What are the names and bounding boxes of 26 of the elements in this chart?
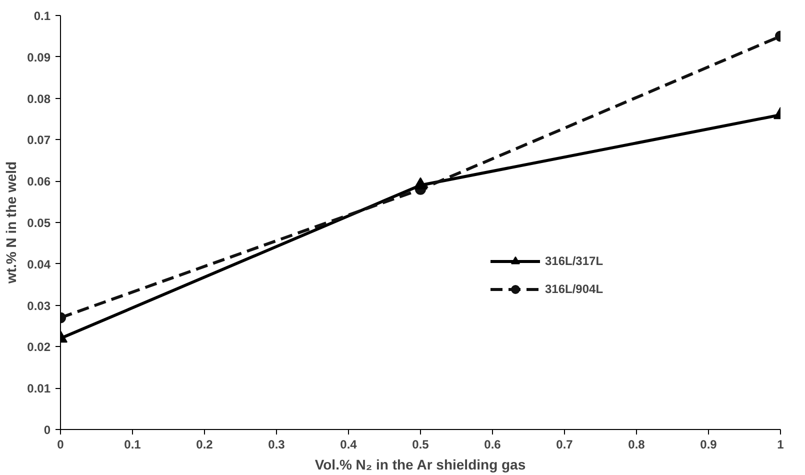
x-tick-label: 0.6 xyxy=(484,438,502,452)
x-tick-label: 1 xyxy=(777,438,784,452)
y-tick-label: 0.09 xyxy=(27,50,51,64)
y-tick-label: 0.07 xyxy=(27,133,51,148)
y-tick-label: 0.08 xyxy=(27,92,51,106)
y-tick-label: 0.02 xyxy=(27,340,51,354)
x-tick-label: 0.2 xyxy=(196,438,214,452)
legend-label: 316L/904L xyxy=(545,282,604,296)
x-tick-label: 0.8 xyxy=(628,438,646,452)
y-tick-label: 0.1 xyxy=(34,9,51,23)
x-tick-label: 0.4 xyxy=(340,438,358,452)
x-tick-label: 0.3 xyxy=(268,438,286,452)
y-tick-label: 0.04 xyxy=(27,257,51,272)
y-tick-label: 0.03 xyxy=(27,298,51,313)
legend-label: 316L/317L xyxy=(545,254,604,268)
x-axis-title: Vol.% N₂ in the Ar shielding gas xyxy=(314,456,526,472)
y-tick-label: 0.05 xyxy=(27,216,51,230)
x-tick-label: 0.7 xyxy=(556,438,574,452)
y-axis-title: wt.% N in the weld xyxy=(3,161,20,285)
x-tick-label: 0.1 xyxy=(124,438,142,452)
y-tick-label: 0.06 xyxy=(27,174,51,189)
y-tick-label: 0.01 xyxy=(27,382,51,396)
x-tick-label: 0 xyxy=(57,438,64,452)
x-tick-label: 0.9 xyxy=(700,438,718,452)
x-tick-label: 0.5 xyxy=(412,438,430,452)
y-tick-label: 0 xyxy=(44,423,51,437)
